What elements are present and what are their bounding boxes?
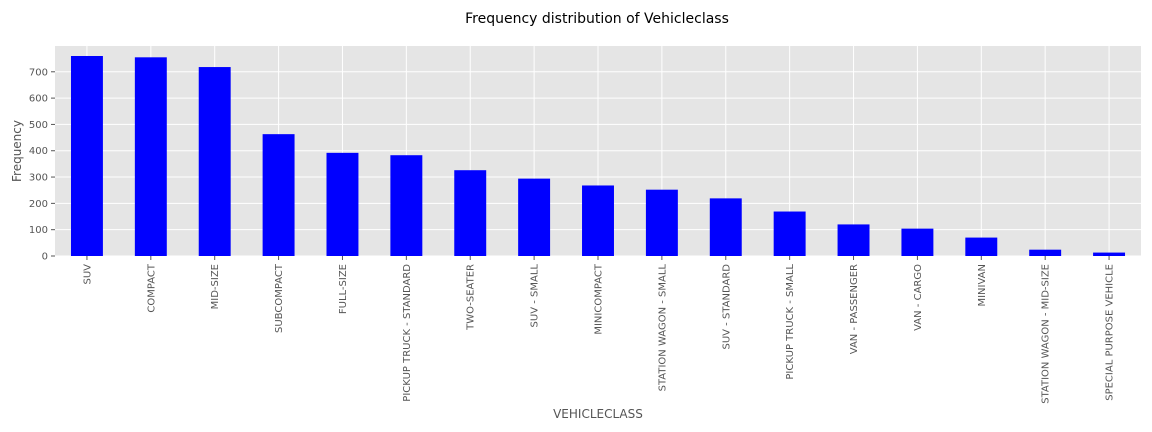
y-tick-label: 100 — [29, 225, 48, 236]
y-tick-label: 0 — [42, 252, 48, 263]
x-tick-label: PICKUP TRUCK - SMALL — [785, 264, 796, 380]
y-tick-label: 500 — [29, 120, 48, 131]
bars — [70, 56, 1126, 256]
bar — [837, 224, 870, 256]
y-axis-label: Frequency — [10, 120, 24, 182]
bar — [326, 152, 359, 256]
bar — [709, 198, 742, 256]
bar — [454, 170, 487, 256]
bar — [1029, 249, 1062, 256]
x-tick-label: SUV — [82, 264, 93, 285]
x-tick-label: SUV - STANDARD — [721, 264, 732, 350]
x-tick-label: STATION WAGON - SMALL — [657, 264, 668, 392]
bar — [582, 185, 614, 256]
bar — [901, 228, 934, 256]
x-tick-label: MINICOMPACT — [594, 263, 605, 335]
x-tick-label: TWO-SEATER — [466, 264, 477, 331]
x-axis-ticks: SUV COMPACT MID-SIZE SUBCOMPACT FULL-SIZE PIC… — [82, 256, 1116, 404]
x-tick-label: VAN - CARGO — [913, 264, 924, 331]
x-axis-label: VEHICLECLASS — [553, 407, 643, 421]
x-tick-label: SPECIAL PURPOSE VEHICLE — [1105, 264, 1116, 401]
bar — [70, 56, 103, 256]
bar — [773, 211, 806, 256]
bar — [645, 189, 678, 256]
y-tick-label: 400 — [29, 146, 48, 157]
chart-title: Frequency distribution of Vehicleclass — [465, 11, 729, 27]
bar — [518, 178, 551, 256]
x-tick-label: SUV - SMALL — [530, 264, 541, 328]
y-tick-label: 700 — [29, 67, 48, 78]
y-axis-ticks: 0 100 200 300 400 500 600 700 — [29, 67, 55, 263]
bar — [965, 237, 998, 256]
bar — [1093, 252, 1126, 256]
y-tick-label: 600 — [29, 94, 48, 105]
y-tick-label: 200 — [29, 199, 48, 210]
bar — [262, 134, 295, 256]
bar — [390, 155, 423, 256]
x-tick-label: MID-SIZE — [210, 264, 221, 309]
x-tick-label: COMPACT — [146, 263, 157, 313]
x-tick-label: SUBCOMPACT — [274, 263, 285, 333]
x-tick-label: PICKUP TRUCK - STANDARD — [402, 264, 413, 402]
bar — [134, 57, 167, 256]
y-tick-label: 300 — [29, 173, 48, 184]
x-tick-label: FULL-SIZE — [338, 264, 349, 314]
x-tick-label: STATION WAGON - MID-SIZE — [1041, 264, 1052, 404]
bar — [198, 67, 231, 256]
x-tick-label: MINIVAN — [977, 264, 988, 307]
x-tick-label: VAN - PASSENGER — [849, 264, 860, 354]
